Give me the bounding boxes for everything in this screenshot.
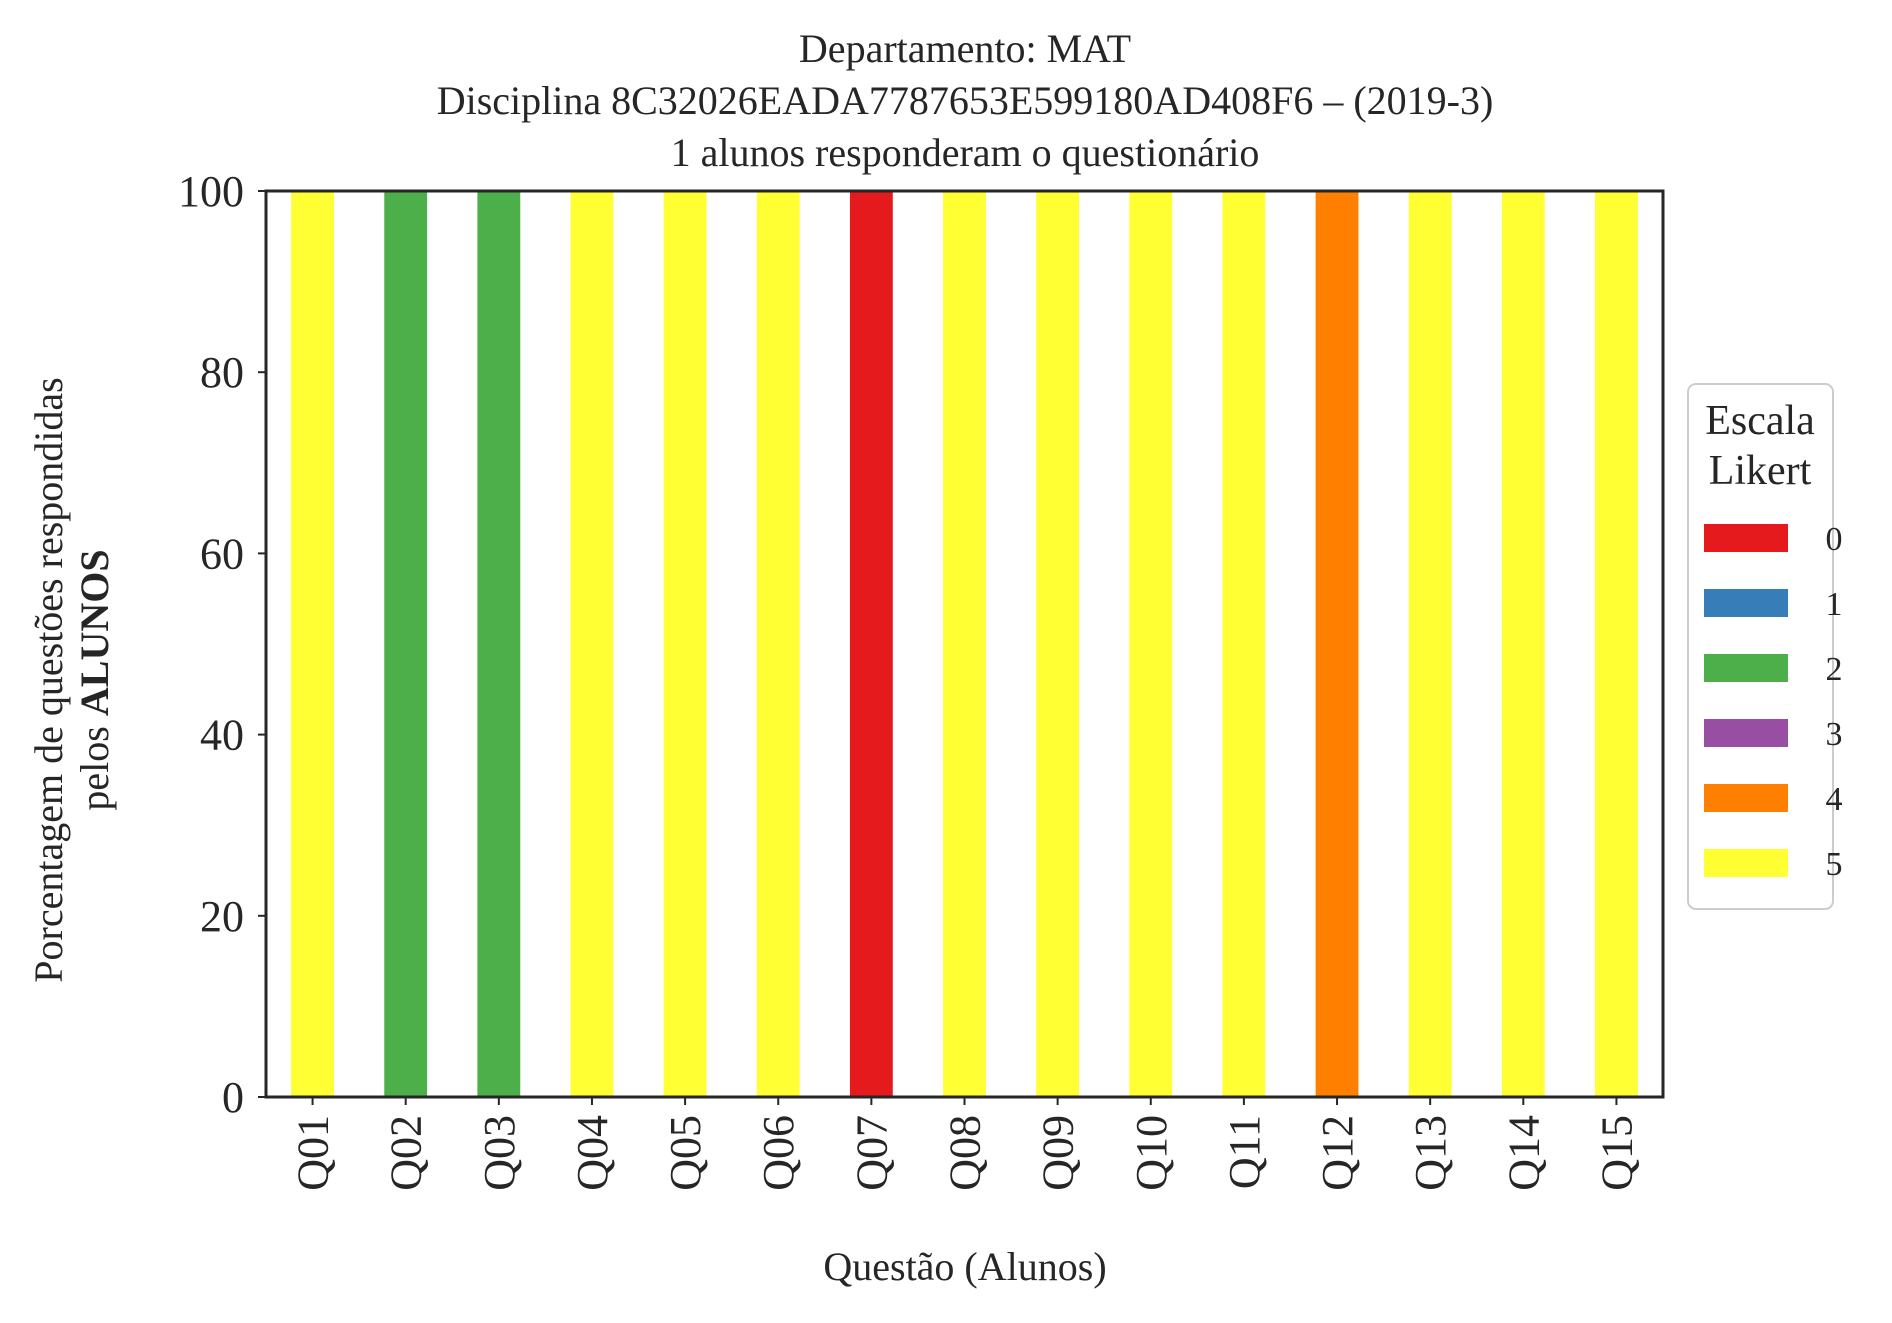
y-tick-label: 0 [222,1073,244,1122]
y-axis-label: Porcentagem de questões respondidas pelo… [26,377,117,982]
legend-swatch-4 [1704,784,1788,812]
bar-Q13-likert-5 [1408,191,1452,1097]
x-axis-label: Questão (Alunos) [823,1244,1106,1289]
y-tick-label: 60 [200,529,244,578]
bar-Q10-likert-5 [1129,191,1173,1097]
bar-Q02-likert-2 [384,191,428,1097]
legend-swatch-2 [1704,654,1788,682]
legend-label-3: 3 [1826,716,1843,753]
y-tick-label: 20 [200,892,244,941]
bar-Q11-likert-5 [1222,191,1266,1097]
bar-Q08-likert-5 [943,191,986,1097]
x-tick-label: Q06 [754,1115,803,1191]
x-tick-label: Q15 [1592,1115,1641,1191]
legend-label-1: 1 [1826,586,1843,623]
x-tick-label: Q05 [661,1115,710,1191]
x-tick-label: Q09 [1034,1115,1083,1191]
x-tick-label: Q01 [289,1115,338,1191]
y-ticks: 0 20 40 60 80 100 [178,167,266,1122]
x-tick-label: Q14 [1499,1115,1548,1191]
legend-box [1687,383,1834,910]
bar-Q04-likert-5 [570,191,614,1097]
bar-Q01-likert-5 [291,191,334,1097]
y-tick-label: 100 [178,167,244,216]
bar-Q15-likert-5 [1595,191,1638,1097]
bars-layer [291,191,1638,1097]
bar-Q12-likert-4 [1315,191,1359,1097]
y-axis-label-line-2: pelos ALUNOS [72,549,117,810]
legend-swatch-1 [1704,589,1788,617]
x-tick-label: Q10 [1127,1115,1176,1191]
x-tick-label: Q11 [1220,1115,1269,1189]
legend-title-line-2: Likert [1709,448,1812,494]
bar-Q03-likert-2 [477,191,521,1097]
legend-label-0: 0 [1826,521,1843,558]
bar-Q06-likert-5 [756,191,800,1097]
x-tick-label: Q03 [475,1115,524,1191]
x-tick-label: Q02 [382,1115,431,1191]
y-tick-label: 40 [200,711,244,760]
bar-Q09-likert-5 [1036,191,1080,1097]
y-tick-label: 80 [200,348,244,397]
legend-swatch-5 [1704,849,1788,877]
legend-entries: 0 1 2 3 4 5 [1704,521,1843,883]
bar-Q14-likert-5 [1501,191,1545,1097]
x-ticks: Q01 Q02 Q03 Q04 Q05 Q06 Q07 Q08 Q09 Q10 Q11 Q12 Q13 Q… [289,1097,1641,1191]
legend: Escala Likert 0 1 2 3 4 5 [1687,383,1843,910]
x-tick-label: Q08 [941,1115,990,1191]
x-tick-label: Q07 [847,1115,896,1191]
bar-Q05-likert-5 [663,191,707,1097]
chart-title-line-3: 1 alunos responderam o questionário [671,130,1260,175]
x-tick-label: Q12 [1313,1115,1362,1191]
chart-title-line-2: Disciplina 8C32026EADA7787653E599180AD40… [437,78,1494,123]
bar-Q07-likert-0 [849,191,893,1097]
x-tick-label: Q13 [1406,1115,1455,1191]
y-axis-label-bold: ALUNOS [72,549,117,716]
x-tick-label: Q04 [568,1115,617,1191]
plot-frame [264,189,1665,1099]
legend-swatch-0 [1704,524,1788,552]
legend-label-4: 4 [1826,781,1843,818]
y-axis-label-line-1: Porcentagem de questões respondidas [26,377,71,982]
legend-swatch-3 [1704,719,1788,747]
legend-title-line-1: Escala [1705,398,1815,444]
legend-label-5: 5 [1826,846,1843,883]
chart-title: Departamento: MAT Disciplina 8C32026EADA… [437,26,1494,175]
chart-title-line-1: Departamento: MAT [799,26,1131,71]
y-axis-label-prefix: pelos [72,716,117,810]
legend-label-2: 2 [1826,651,1843,688]
